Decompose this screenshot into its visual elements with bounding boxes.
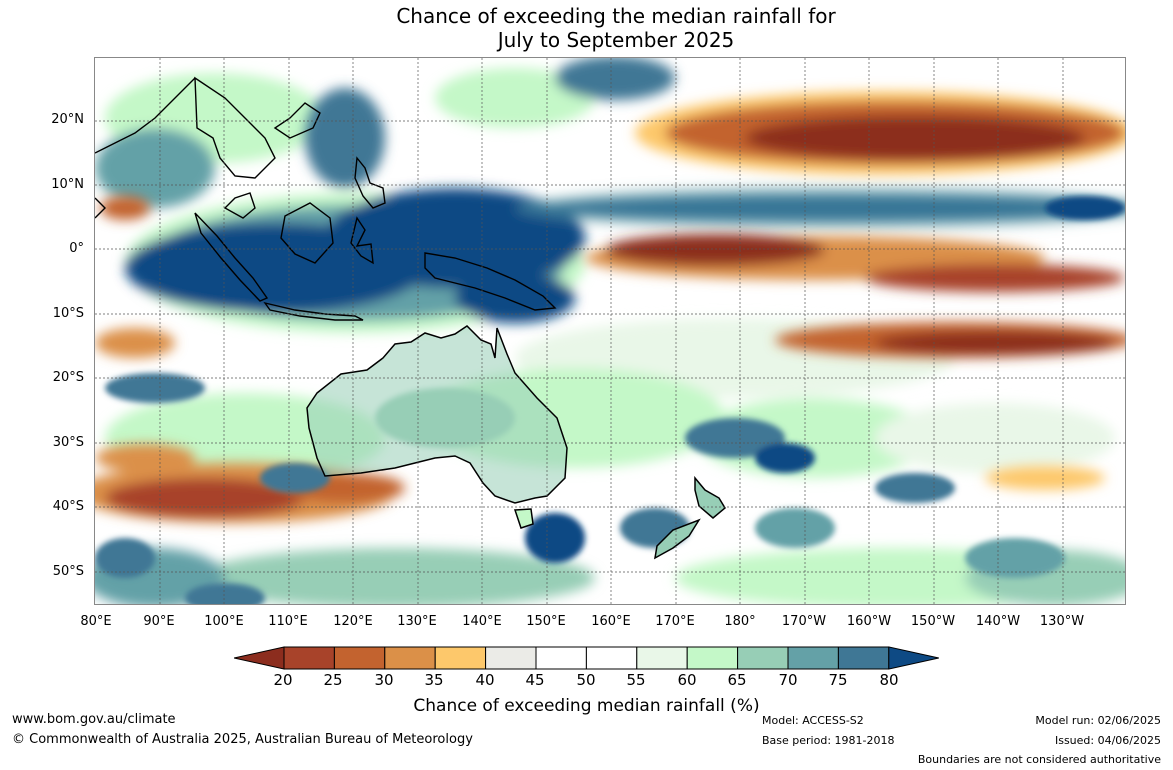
colorbar-segment xyxy=(636,646,688,670)
footer-website: www.bom.gov.au/climate xyxy=(12,712,176,727)
australia-outline xyxy=(306,325,568,529)
colorbar-tick: 80 xyxy=(879,671,899,689)
colorbar-tick: 40 xyxy=(475,671,495,689)
colorbar xyxy=(234,646,939,670)
colorbar-tick: 30 xyxy=(374,671,394,689)
colorbar-over-triangle xyxy=(888,646,939,670)
maritime-continent-outline xyxy=(95,76,557,321)
colorbar-segment xyxy=(737,646,789,670)
lon-label-130w: 130°W xyxy=(1039,614,1085,629)
lon-label-100e: 100°E xyxy=(204,614,244,629)
colorbar-tick: 65 xyxy=(727,671,747,689)
lon-label-130e: 130°E xyxy=(397,614,437,629)
colorbar-segment xyxy=(434,646,487,670)
lat-label-0: 0° xyxy=(69,241,84,256)
colorbar-tick: 60 xyxy=(677,671,697,689)
lon-label-150w: 150°W xyxy=(910,614,956,629)
lon-label-110e: 110°E xyxy=(268,614,308,629)
colorbar-tick: 75 xyxy=(828,671,848,689)
colorbar-tick: 35 xyxy=(424,671,444,689)
colorbar-segment xyxy=(485,646,537,670)
footer-disclaimer: Boundaries are not considered authoritat… xyxy=(917,753,1161,766)
lon-label-140w: 140°W xyxy=(975,614,1021,629)
colorbar-tick: 55 xyxy=(626,671,646,689)
map-title: Chance of exceeding the median rainfall … xyxy=(0,4,1173,52)
footer-model-run: Model run: 02/06/2025 xyxy=(1035,714,1161,727)
colorbar-tick: 20 xyxy=(273,671,293,689)
footer-model: Model: ACCESS-S2 xyxy=(762,714,864,727)
lon-label-150e: 150°E xyxy=(526,614,566,629)
lon-label-160w: 160°W xyxy=(846,614,892,629)
colorbar-tick: 50 xyxy=(576,671,596,689)
lon-label-160e: 160°E xyxy=(591,614,631,629)
lon-label-170w: 170°W xyxy=(781,614,827,629)
lat-label-10n: 10°N xyxy=(51,177,84,192)
wet-patches xyxy=(95,196,1125,604)
rainfall-map-svg xyxy=(95,58,1125,604)
lat-label-50s: 50°S xyxy=(52,564,84,579)
lat-label-20n: 20°N xyxy=(51,112,84,127)
new-zealand-outline xyxy=(654,475,726,560)
lon-label-90e: 90°E xyxy=(143,614,175,629)
rainfall-map xyxy=(94,57,1126,605)
colorbar-segment xyxy=(384,646,436,670)
lat-label-40s: 40°S xyxy=(52,499,84,514)
gridlines xyxy=(95,58,1125,604)
lon-label-120e: 120°E xyxy=(333,614,373,629)
colorbar-segment xyxy=(333,646,386,670)
footer-base-period: Base period: 1981-2018 xyxy=(762,734,895,747)
colorbar-segment xyxy=(686,646,739,670)
colorbar-segment xyxy=(585,646,638,670)
lat-label-10s: 10°S xyxy=(52,306,84,321)
title-line-2: July to September 2025 xyxy=(497,28,735,52)
lon-label-180: 180° xyxy=(724,614,756,629)
colorbar-tick: 70 xyxy=(778,671,798,689)
colorbar-segment xyxy=(283,646,335,670)
colorbar-segment xyxy=(787,646,839,670)
lon-label-140e: 140°E xyxy=(462,614,502,629)
colorbar-tick: 45 xyxy=(525,671,545,689)
dry-bands xyxy=(95,91,1125,523)
lat-label-20s: 20°S xyxy=(52,370,84,385)
lon-label-80e: 80°E xyxy=(80,614,112,629)
footer-copyright: © Commonwealth of Australia 2025, Austra… xyxy=(12,732,473,747)
colorbar-segment xyxy=(535,646,587,670)
lon-label-170e: 170°E xyxy=(655,614,695,629)
colorbar-under-triangle xyxy=(234,646,285,670)
wet-band xyxy=(125,88,1125,333)
lat-label-30s: 30°S xyxy=(52,435,84,450)
footer-issued: Issued: 04/06/2025 xyxy=(1054,734,1161,747)
colorbar-title: Chance of exceeding median rainfall (%) xyxy=(413,696,760,716)
colorbar-segment xyxy=(837,646,890,670)
colorbar-tick: 25 xyxy=(323,671,343,689)
title-line-1: Chance of exceeding the median rainfall … xyxy=(396,4,836,28)
